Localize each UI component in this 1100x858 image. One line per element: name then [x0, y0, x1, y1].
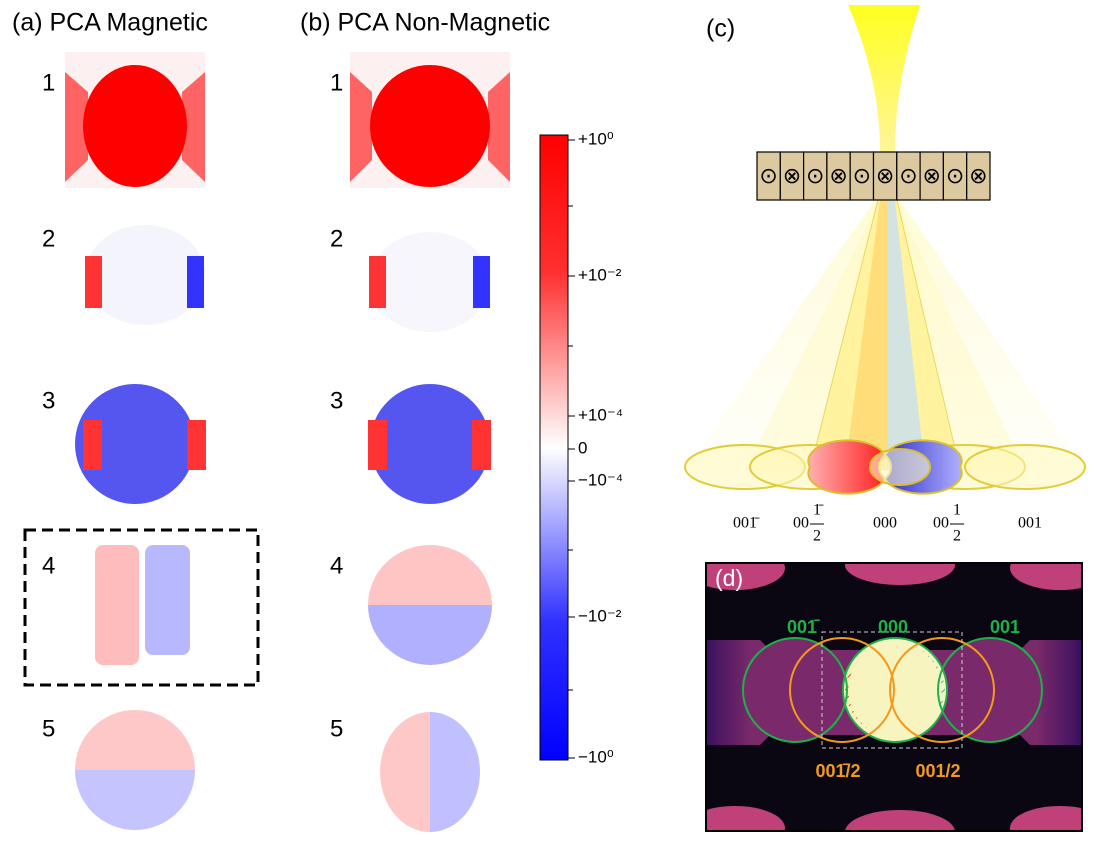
half-disk	[430, 712, 480, 832]
panel-frame	[705, 562, 1083, 832]
side-lobe	[350, 72, 372, 182]
spot-label: 001̄/2	[815, 761, 860, 781]
disk	[75, 384, 195, 504]
row-number: 4	[330, 552, 343, 579]
row-number: 3	[330, 387, 343, 414]
half-disk	[75, 770, 195, 830]
spot-label: 000	[878, 617, 908, 637]
bar	[187, 256, 204, 308]
row-number: 5	[42, 715, 55, 742]
disk	[370, 384, 490, 504]
colorbar-label: 0	[578, 438, 587, 457]
half-disk	[380, 712, 430, 832]
spin: ⊗	[876, 164, 894, 189]
side-lobe	[65, 72, 88, 182]
disk	[85, 225, 205, 325]
bar	[473, 256, 490, 308]
row-number: 3	[42, 387, 55, 414]
bar	[83, 420, 102, 470]
spin: ⊙	[946, 164, 964, 189]
panel-d: (d) 001̄ 000 001 001̄/2 001/2	[705, 562, 1083, 832]
row-number: 4	[42, 552, 55, 579]
row-number: 2	[42, 225, 55, 252]
bar	[85, 256, 102, 308]
row-number: 5	[330, 715, 343, 742]
beam-blue	[888, 200, 925, 470]
spin: ⊗	[923, 164, 941, 189]
spin-cell	[966, 151, 991, 201]
half-disk	[75, 710, 195, 770]
spin: ⊗	[829, 164, 847, 189]
colorbar: +10⁰ +10⁻² +10⁻⁴ 0 −10⁻⁴ −10⁻² −10⁰	[539, 129, 623, 766]
row-number: 2	[330, 225, 343, 252]
row-numbers: 1 2 3 4 5 1 2 3 4 5	[42, 69, 343, 742]
bar	[187, 420, 206, 470]
highlight-box	[23, 528, 260, 687]
spot-label: 00	[933, 515, 949, 532]
incident-beam	[848, 5, 920, 152]
blob	[95, 545, 139, 665]
disk	[370, 65, 490, 187]
panel-label: (c)	[706, 15, 735, 43]
disk	[83, 65, 187, 187]
colorbar-label: +10⁻⁴	[578, 405, 623, 424]
spot-label: 2	[813, 528, 821, 545]
beam-red	[845, 200, 888, 470]
colorbar-label: −10⁻⁴	[578, 470, 623, 489]
spot-label: 1	[953, 502, 961, 519]
colorbar-label: +10⁻²	[578, 265, 622, 284]
panel-b-title: (b) PCA Non-Magnetic	[300, 9, 550, 37]
half-disk	[368, 545, 492, 605]
colorbar-scale	[539, 134, 569, 761]
row-number: 1	[330, 69, 343, 96]
side-lobe	[488, 72, 510, 182]
spot-label: 001	[1018, 515, 1042, 532]
spot-label: 000	[873, 515, 897, 532]
spot-label: 001	[990, 617, 1020, 637]
spin: ⊗	[783, 164, 801, 189]
bar	[369, 256, 386, 308]
spot-label: 001̄	[787, 617, 820, 637]
spot-label: 001/2	[915, 761, 960, 781]
panel-a-title: (a) PCA Magnetic	[12, 9, 208, 37]
colorbar-label: −10⁰	[578, 747, 614, 766]
spin: ⊙	[806, 164, 824, 189]
disk	[370, 232, 490, 332]
spin: ⊙	[759, 164, 777, 189]
blob	[145, 545, 190, 655]
row-number: 1	[42, 69, 55, 96]
spot-label: 001̄	[733, 515, 760, 532]
bar	[368, 420, 387, 470]
pca-maps-b	[350, 52, 510, 832]
bar	[472, 420, 491, 470]
colorbar-label: −10⁻²	[578, 606, 622, 625]
spin: ⊗	[969, 164, 987, 189]
spin: ⊙	[853, 164, 871, 189]
spot-label: 00	[793, 515, 809, 532]
colorbar-label: +10⁰	[578, 129, 614, 148]
spin: ⊙	[899, 164, 917, 189]
spin-array: ⊙ ⊗ ⊙ ⊗ ⊙ ⊗ ⊙ ⊗ ⊙ ⊗	[756, 151, 991, 201]
pca-maps-a	[23, 52, 260, 830]
dashed-box	[821, 631, 963, 749]
side-lobe	[182, 72, 205, 182]
panel-label: (d)	[715, 565, 743, 591]
spot-label: 1̄	[813, 502, 824, 519]
spot-label: 2	[953, 528, 961, 545]
half-disk	[368, 605, 492, 665]
